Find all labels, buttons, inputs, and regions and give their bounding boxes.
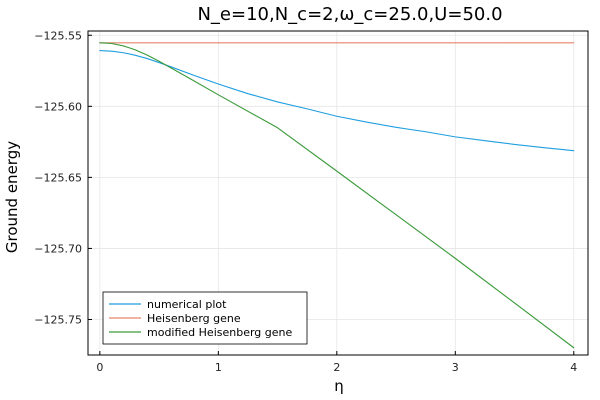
legend-label: modified Heisenberg gene [147, 326, 293, 339]
x-tick-label: 2 [333, 361, 340, 374]
legend-label: numerical plot [147, 298, 227, 311]
y-tick-label: −125.70 [34, 242, 82, 255]
x-tick-label: 1 [215, 361, 222, 374]
x-axis-ticks: 0 1 2 3 4 [96, 351, 577, 374]
y-axis-ticks: −125.55 −125.60 −125.65 −125.70 −125.75 [34, 29, 92, 326]
x-axis-title: η [334, 377, 344, 395]
x-tick-label: 4 [570, 361, 577, 374]
y-axis-title: Ground energy [3, 141, 21, 253]
y-tick-label: −125.75 [34, 313, 82, 326]
x-tick-label: 0 [96, 361, 103, 374]
series-line-3 [99, 42, 575, 349]
legend-label: Heisenberg gene [147, 312, 241, 325]
series-line-1 [99, 50, 575, 152]
plot-frame [87, 30, 589, 356]
y-tick-label: −125.60 [34, 100, 82, 113]
x-tick-label: 3 [452, 361, 459, 374]
y-tick-label: −125.55 [34, 29, 82, 42]
y-tick-label: −125.65 [34, 171, 82, 184]
series-lines [99, 42, 575, 349]
chart-title: N_e=10,N_c=2,ω_c=25.0,U=50.0 [197, 4, 502, 25]
